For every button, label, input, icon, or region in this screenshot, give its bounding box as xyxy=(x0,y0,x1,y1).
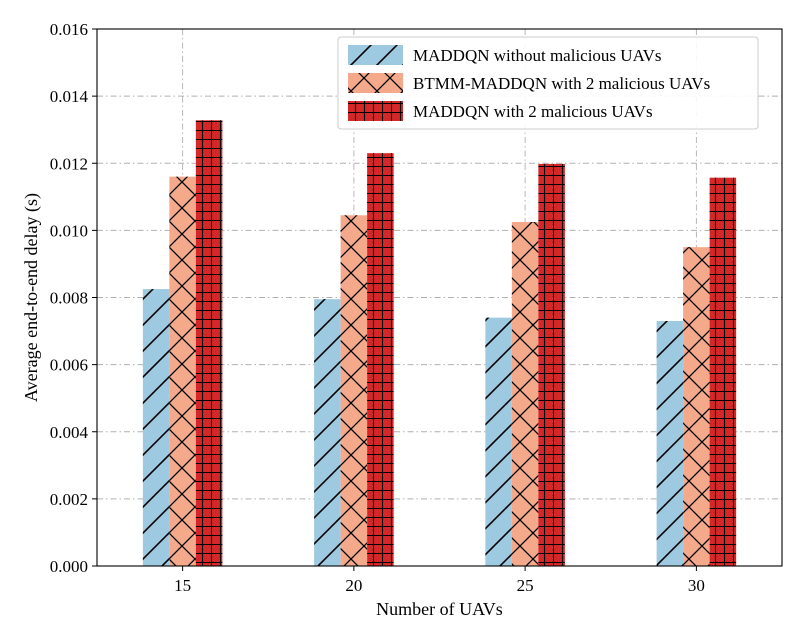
bar-hatch xyxy=(195,120,223,566)
legend-label: MADDQN with 2 malicious UAVs xyxy=(413,102,653,121)
bar xyxy=(485,317,512,566)
y-tick-label: 0.002 xyxy=(50,490,88,509)
y-tick-label: 0.012 xyxy=(50,154,88,173)
bar-hatch xyxy=(656,320,684,566)
legend: MADDQN without malicious UAVs BTMM-MADDQN… xyxy=(337,36,759,130)
tick-labels: 0.000 0.002 0.004 0.006 0.008 0.010 0.012 0.014… xyxy=(50,20,705,595)
legend-item: BTMM-MADDQN with 2 malicious UAVs xyxy=(348,73,710,93)
bar xyxy=(142,289,170,566)
y-tick-label: 0.010 xyxy=(50,221,88,240)
x-axis-label: Number of UAVs xyxy=(376,599,503,619)
y-tick-label: 0.004 xyxy=(50,423,89,442)
bar xyxy=(195,120,223,566)
legend-item: MADDQN with 2 malicious UAVs xyxy=(348,101,653,121)
x-tick-label: 20 xyxy=(345,576,362,595)
bar xyxy=(683,247,710,566)
legend-item: MADDQN without malicious UAVs xyxy=(348,45,662,65)
legend-label: BTMM-MADDQN with 2 malicious UAVs xyxy=(413,74,710,93)
bar-hatch xyxy=(314,299,341,566)
y-tick-label: 0.006 xyxy=(50,356,88,375)
y-tick-label: 0.014 xyxy=(50,87,89,106)
bar-hatch xyxy=(485,317,512,566)
legend-swatch-hatch xyxy=(348,45,403,65)
legend-label: MADDQN without malicious UAVs xyxy=(413,46,662,65)
y-tick-label: 0.008 xyxy=(50,289,88,308)
bar-hatch xyxy=(511,221,539,566)
axes xyxy=(92,28,783,571)
bar xyxy=(314,299,341,566)
bar xyxy=(169,176,196,567)
bar-hatch xyxy=(538,163,565,566)
bars xyxy=(142,120,737,567)
bar xyxy=(538,163,565,566)
bar xyxy=(367,153,394,566)
y-tick-label: 0.000 xyxy=(50,557,88,576)
y-tick-label: 0.016 xyxy=(50,20,88,39)
plot-frame xyxy=(96,28,783,567)
bar xyxy=(340,215,368,566)
legend-box xyxy=(337,36,759,130)
bar-hatch xyxy=(142,289,170,566)
bar-hatch xyxy=(683,247,710,566)
bar-hatch xyxy=(340,215,368,566)
bar-hatch xyxy=(709,177,737,566)
bar xyxy=(511,221,539,566)
x-tick-label: 15 xyxy=(174,576,191,595)
x-tick-label: 25 xyxy=(517,576,534,595)
y-axis-label: Average end-to-end delay (s) xyxy=(21,193,42,402)
legend-swatch-hatch xyxy=(348,101,403,121)
bar-hatch xyxy=(169,176,196,567)
legend-swatch-hatch xyxy=(348,73,403,93)
bar xyxy=(656,320,684,566)
x-tick-label: 30 xyxy=(688,576,705,595)
bar-hatch xyxy=(367,153,394,566)
bar xyxy=(709,177,737,566)
